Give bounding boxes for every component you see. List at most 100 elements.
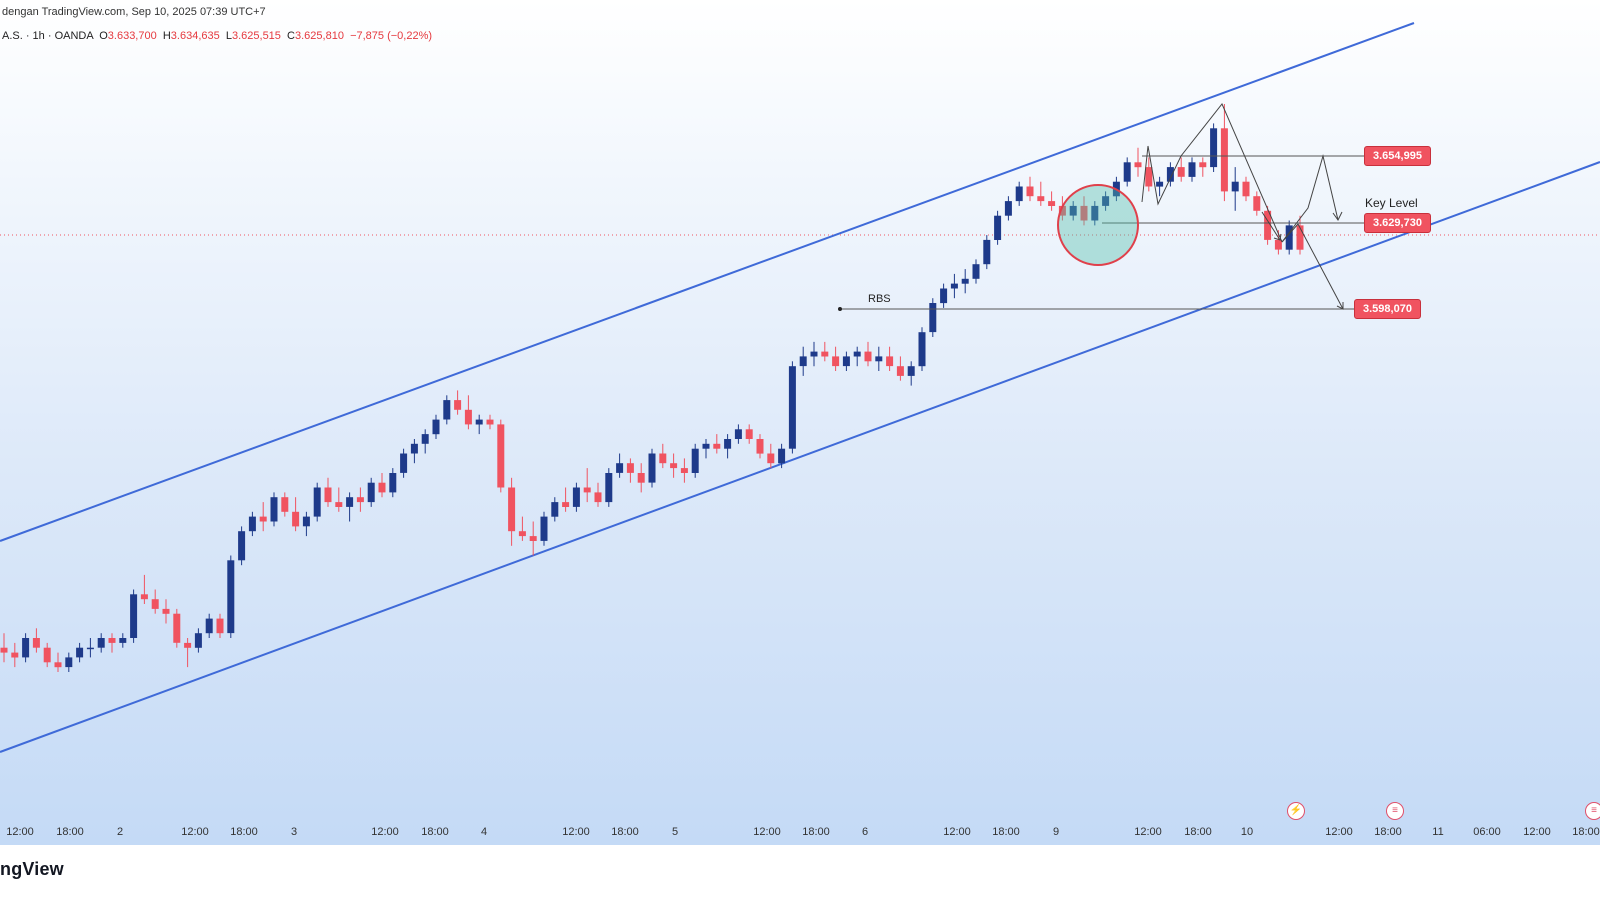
candle-body[interactable] [562, 502, 570, 507]
candle-body[interactable] [346, 497, 354, 507]
candle-body[interactable] [54, 662, 62, 668]
key-level-label[interactable]: Key Level [1365, 196, 1418, 210]
candle-body[interactable] [302, 516, 310, 527]
candle-body[interactable] [994, 215, 1002, 240]
candle-body[interactable] [713, 443, 721, 449]
candle-body[interactable] [756, 439, 764, 454]
candle-body[interactable] [907, 366, 915, 376]
candle-body[interactable] [86, 647, 94, 650]
candle-body[interactable] [32, 638, 40, 648]
candle-body[interactable] [1080, 205, 1088, 221]
candle-body[interactable] [389, 473, 397, 493]
price-chart[interactable] [0, 0, 1600, 845]
time-axis[interactable]: 12:00 18:00 2 12:00 18:00 3 12:00 18:00 4 12:00 18… [0, 826, 1600, 846]
us-flag-icon[interactable]: ≡ [1386, 802, 1404, 820]
candle-body[interactable] [940, 288, 948, 304]
candle-body[interactable] [378, 482, 386, 493]
candle-body[interactable] [745, 429, 753, 439]
candle-body[interactable] [1231, 181, 1239, 192]
candle-body[interactable] [832, 356, 840, 367]
candle-body[interactable] [1264, 210, 1272, 240]
candle-body[interactable] [270, 497, 278, 522]
candle-body[interactable] [821, 351, 829, 357]
candle-body[interactable] [454, 400, 462, 410]
candle-body[interactable] [670, 463, 678, 469]
candle-body[interactable] [518, 531, 526, 537]
candle-body[interactable] [22, 638, 30, 658]
candle-body[interactable] [648, 453, 656, 483]
candle-body[interactable] [1102, 196, 1110, 206]
candle-body[interactable] [313, 487, 321, 517]
candle-body[interactable] [1091, 205, 1099, 221]
candle-body[interactable] [961, 278, 969, 284]
candle-body[interactable] [400, 453, 408, 473]
candle-body[interactable] [367, 482, 375, 503]
candle-body[interactable] [0, 647, 8, 653]
candle-body[interactable] [680, 468, 688, 473]
candle-body[interactable] [281, 497, 289, 512]
candle-body[interactable] [875, 356, 883, 362]
candle-body[interactable] [324, 487, 332, 503]
candle-body[interactable] [1188, 162, 1196, 177]
highlight-circle[interactable] [1057, 184, 1139, 266]
candle-body[interactable] [853, 351, 861, 357]
candle-body[interactable] [842, 356, 850, 367]
candle-body[interactable] [983, 239, 991, 265]
candle-body[interactable] [119, 638, 127, 643]
candle-body[interactable] [1242, 181, 1250, 197]
candle-body[interactable] [616, 463, 624, 473]
candle-body[interactable] [551, 502, 559, 517]
candle-body[interactable] [864, 351, 872, 362]
channel-lower-line[interactable] [0, 161, 1600, 753]
candle-body[interactable] [248, 516, 256, 532]
candle-body[interactable] [788, 366, 796, 449]
candle-body[interactable] [216, 618, 224, 634]
candle-body[interactable] [205, 618, 213, 634]
candle-body[interactable] [626, 463, 634, 473]
candle-body[interactable] [583, 487, 591, 493]
us-flag-icon-2[interactable]: ≡ [1585, 802, 1600, 820]
zigzag-head-shoulders[interactable] [1141, 103, 1283, 243]
candle-body[interactable] [11, 652, 19, 658]
candle-body[interactable] [1285, 225, 1293, 250]
candle-body[interactable] [140, 594, 148, 600]
candle-body[interactable] [637, 473, 645, 483]
candle-body[interactable] [1048, 201, 1056, 206]
candle-body[interactable] [194, 633, 202, 648]
candle-body[interactable] [1166, 167, 1174, 182]
target-price-badge[interactable]: 3.598,070 [1354, 299, 1421, 319]
candle-body[interactable] [1156, 181, 1164, 187]
candle-body[interactable] [734, 429, 742, 439]
candle-body[interactable] [767, 453, 775, 464]
candle-body[interactable] [929, 303, 937, 333]
candle-body[interactable] [65, 657, 73, 668]
candle-body[interactable] [691, 448, 699, 473]
lightning-icon[interactable]: ⚡ [1287, 802, 1305, 820]
projection-path-up[interactable] [1281, 154, 1339, 243]
candle-body[interactable] [1177, 167, 1185, 177]
candle-body[interactable] [972, 264, 980, 279]
candle-body[interactable] [1058, 205, 1066, 216]
candle-body[interactable] [1199, 162, 1207, 168]
candle-body[interactable] [896, 366, 904, 376]
candle-body[interactable] [1123, 162, 1131, 182]
candle-body[interactable] [799, 356, 807, 367]
candle-body[interactable] [508, 487, 516, 532]
candle-body[interactable] [778, 448, 786, 464]
candle-body[interactable] [594, 492, 602, 503]
candle-body[interactable] [464, 409, 472, 425]
candle-body[interactable] [540, 516, 548, 541]
candle-body[interactable] [475, 419, 483, 425]
candle-body[interactable] [529, 536, 537, 541]
candle-body[interactable] [918, 332, 926, 367]
candle-body[interactable] [1274, 239, 1282, 250]
candle-body[interactable] [1004, 201, 1012, 216]
candle-body[interactable] [886, 356, 894, 367]
candle-body[interactable] [1134, 162, 1142, 168]
candle-body[interactable] [443, 400, 451, 420]
candle-body[interactable] [605, 473, 613, 503]
candle-body[interactable] [1210, 128, 1218, 168]
key-level-price-badge[interactable]: 3.629,730 [1364, 213, 1431, 233]
candle-body[interactable] [227, 560, 235, 634]
candle-body[interactable] [432, 419, 440, 435]
